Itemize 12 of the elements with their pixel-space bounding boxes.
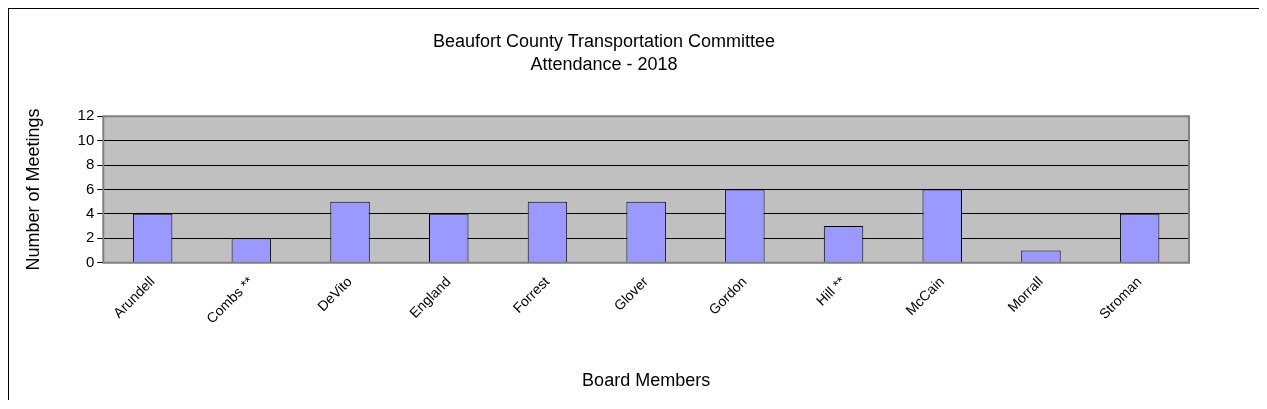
chart-title: Beaufort County Transportation Committee xyxy=(432,30,776,51)
y-axis-title: Number of Meetings xyxy=(22,108,43,271)
y-tick-label: 8 xyxy=(85,155,95,173)
y-tick-label: 6 xyxy=(85,179,95,197)
y-tick-label: 4 xyxy=(85,204,95,222)
x-axis-title: Board Members xyxy=(582,370,711,391)
y-tick-label: 2 xyxy=(85,228,95,246)
x-tick-label: Hill ** xyxy=(812,272,849,309)
y-tick-label: 0 xyxy=(85,252,95,270)
chart-subtitle: Attendance - 2018 xyxy=(530,54,678,75)
y-tick-label: 10 xyxy=(77,130,95,148)
y-tick-label: 12 xyxy=(77,106,95,124)
